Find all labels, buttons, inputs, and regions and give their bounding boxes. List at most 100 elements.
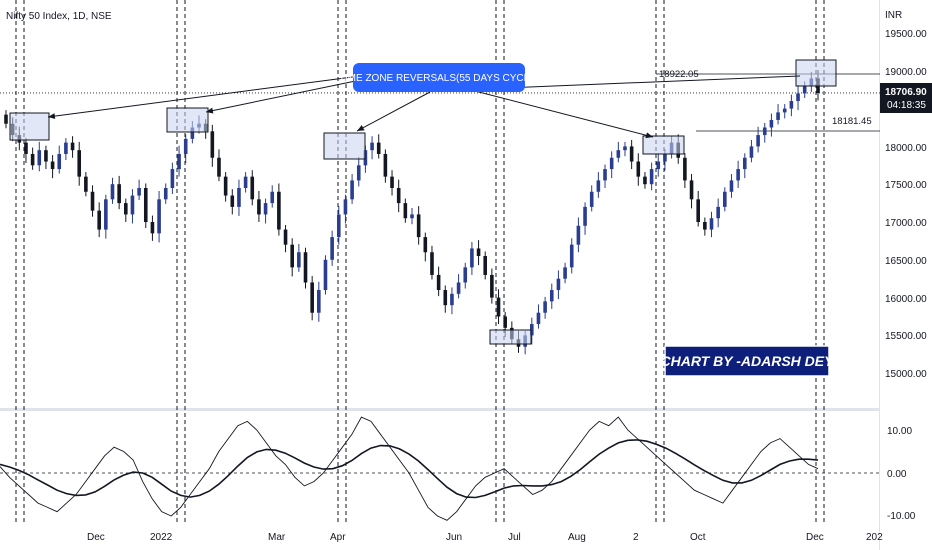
- candle-body: [443, 290, 448, 306]
- annotation-callout: TIME ZONE REVERSALS(55 DAYS CYCLE): [339, 63, 539, 92]
- candle-body: [596, 180, 601, 192]
- candle-body: [530, 324, 534, 336]
- x-tick-label: Mar: [268, 532, 286, 543]
- reversal-box: [795, 59, 837, 87]
- candle-body: [24, 142, 28, 154]
- price-grid: [0, 73, 880, 132]
- candle-body: [656, 161, 661, 170]
- candle-body: [290, 244, 294, 268]
- candle-body: [742, 157, 747, 170]
- candle-body: [77, 150, 82, 177]
- y-tick-label: 17000.00: [885, 218, 927, 229]
- candle-body: [549, 290, 554, 302]
- y-tick-label: 15500.00: [885, 331, 927, 342]
- candle-body: [250, 176, 255, 200]
- candle-body: [170, 169, 175, 188]
- candle-body: [689, 180, 694, 200]
- candle-body: [776, 112, 780, 120]
- candle-body: [277, 191, 281, 230]
- x-tick-label: Jun: [446, 532, 462, 543]
- candle-body: [390, 176, 394, 188]
- candle-body: [729, 180, 734, 192]
- candle-body: [37, 150, 42, 166]
- chart-title: Nifty 50 Index, 1D, NSE: [6, 11, 112, 22]
- x-tick-label: 202: [866, 532, 883, 543]
- candle-body: [370, 142, 374, 151]
- candle-body: [683, 157, 687, 181]
- candle-body: [663, 153, 667, 162]
- candle-body: [802, 85, 807, 94]
- candle-body: [263, 203, 268, 215]
- candle-body: [57, 153, 62, 170]
- osc-tick-label: 0.00: [887, 469, 907, 480]
- pane-separator: [0, 408, 880, 411]
- currency-label: INR: [885, 10, 902, 21]
- candle-body: [117, 184, 121, 204]
- candle-body: [343, 199, 348, 215]
- reversal-box: [166, 107, 209, 133]
- candle-body: [463, 267, 468, 283]
- credit-badge: CHART BY -ADARSH DEY: [661, 345, 835, 377]
- y-tick-label: 16000.00: [885, 294, 927, 305]
- candle-body: [396, 187, 401, 204]
- oscillator-pane: [0, 416, 880, 521]
- candle-body: [70, 142, 75, 151]
- candle-body: [496, 297, 501, 317]
- candle-body: [177, 153, 181, 170]
- candle-body: [603, 169, 607, 181]
- candle-body: [703, 222, 707, 230]
- candle-body: [90, 191, 95, 211]
- candle-body: [383, 153, 388, 177]
- y-tick-label: 16500.00: [885, 256, 927, 267]
- x-tick-label: Dec: [806, 532, 824, 543]
- reversal-box: [323, 132, 366, 160]
- candle-body: [609, 157, 614, 170]
- candle-body: [210, 131, 215, 158]
- candle-body: [436, 274, 441, 291]
- last-price-value: 18706.90: [885, 87, 927, 98]
- candle-body: [350, 180, 354, 200]
- candle-body: [243, 176, 248, 188]
- candle-body: [230, 195, 235, 207]
- x-tick-label: Jul: [508, 532, 521, 543]
- oscillator-y-axis: 10.00 0.00 -10.00: [887, 426, 916, 522]
- candle-body: [190, 127, 195, 139]
- candle-body: [643, 176, 647, 185]
- candle-body: [456, 282, 461, 294]
- y-tick-label: 17500.00: [885, 180, 927, 191]
- candle-body: [470, 248, 474, 268]
- candle-body: [490, 274, 494, 298]
- candle-body: [709, 218, 714, 230]
- candle-body: [4, 114, 8, 124]
- candle-body: [569, 244, 574, 268]
- candle-body: [150, 222, 155, 234]
- candle-body: [217, 157, 221, 177]
- annotation-arrow: [47, 75, 361, 120]
- candle-body: [483, 256, 488, 275]
- candle-body: [583, 206, 587, 226]
- credit-badge-bg: [664, 345, 830, 377]
- candle-body: [789, 101, 794, 109]
- candle-body: [157, 199, 161, 234]
- candle-body: [576, 225, 581, 245]
- candle-body: [450, 293, 454, 306]
- candle-body: [110, 184, 115, 200]
- y-tick-label: 19500.00: [885, 29, 927, 40]
- candle-body: [430, 252, 434, 275]
- candle-body: [64, 142, 68, 154]
- x-axis: Dec 2022 Mar Apr Jun Jul Aug 2 Oct Dec 2…: [87, 532, 883, 543]
- candle-body: [323, 259, 328, 291]
- y-tick-label: 18000.00: [885, 143, 927, 154]
- candle-body: [310, 282, 314, 313]
- candle-body: [283, 229, 288, 245]
- candle-body: [270, 191, 275, 204]
- candle-body: [376, 142, 381, 154]
- candle-body: [410, 214, 414, 219]
- annotation-lines: [47, 75, 801, 139]
- reversal-box: [9, 112, 50, 141]
- candle-body: [30, 153, 35, 166]
- candle-body: [476, 248, 481, 257]
- candle-body: [649, 169, 654, 185]
- candle-body: [536, 312, 541, 325]
